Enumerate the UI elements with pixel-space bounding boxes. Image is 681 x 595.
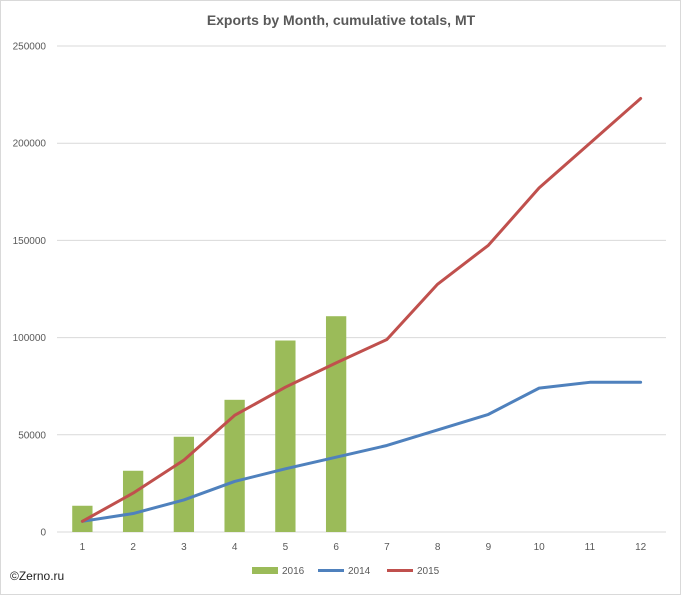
- x-tick-label: 2: [130, 542, 136, 553]
- bar-2016: [224, 399, 245, 532]
- line-2014: [80, 380, 643, 523]
- y-axis-ticks: 0 50000 100000 150000 200000 250000: [13, 42, 47, 539]
- grid-lines: [57, 45, 666, 533]
- x-tick-label: 10: [534, 542, 546, 553]
- line-series: [80, 96, 643, 523]
- bar-series: [72, 316, 347, 532]
- legend-label-2015: 2015: [417, 566, 440, 577]
- bar-2016: [325, 316, 347, 532]
- bar-2016: [275, 340, 296, 532]
- bar-2016: [72, 505, 93, 532]
- bar-2016: [122, 470, 144, 532]
- x-tick-label: 5: [283, 542, 289, 553]
- x-tick-label: 7: [384, 542, 390, 553]
- bar-2016: [173, 436, 195, 532]
- x-axis-ticks: 1 2 3 4 5 6 7 8 9 10 11 12: [80, 542, 647, 553]
- legend-label-2016: 2016: [282, 566, 305, 577]
- x-tick-label: 1: [80, 542, 86, 553]
- x-tick-label: 3: [181, 542, 187, 553]
- y-tick-label: 250000: [13, 42, 47, 53]
- y-tick-label: 0: [40, 528, 46, 539]
- x-tick-label: 8: [435, 542, 441, 553]
- x-tick-label: 12: [635, 542, 647, 553]
- x-tick-label: 6: [333, 542, 339, 553]
- y-tick-label: 200000: [13, 139, 47, 150]
- legend-swatch-2016: [252, 567, 278, 574]
- y-tick-label: 100000: [13, 333, 47, 344]
- x-tick-label: 11: [585, 542, 596, 553]
- credit-text: ©Zerno.ru: [10, 569, 64, 583]
- chart-title: Exports by Month, cumulative totals, MT: [207, 12, 476, 28]
- y-tick-label: 50000: [18, 430, 46, 441]
- x-tick-label: 4: [232, 542, 238, 553]
- x-tick-label: 9: [486, 542, 492, 553]
- legend: 2016 2014 2015: [252, 566, 440, 577]
- legend-label-2014: 2014: [348, 566, 371, 577]
- line-2015: [80, 96, 643, 523]
- y-tick-label: 150000: [13, 236, 47, 247]
